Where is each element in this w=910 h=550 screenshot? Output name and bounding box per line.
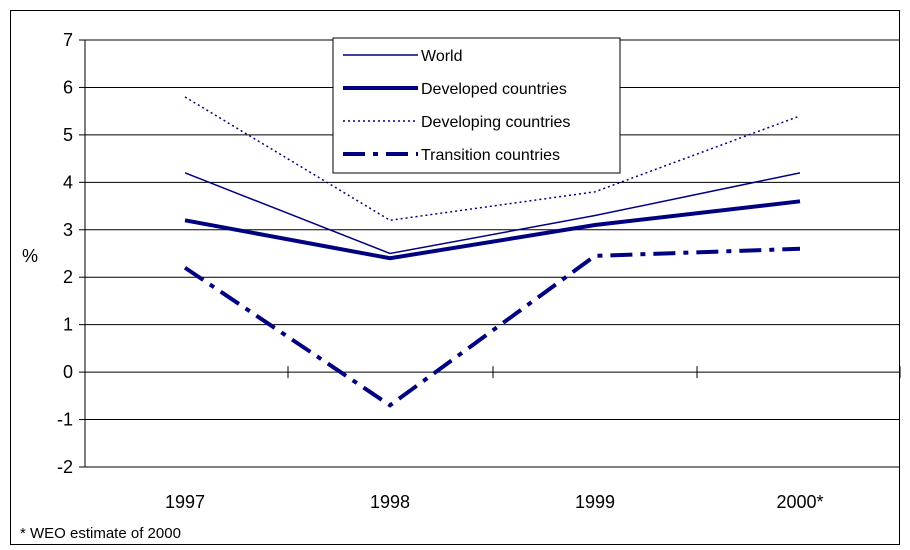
- legend-label: World: [421, 48, 463, 65]
- legend: World Developed countries Developing count…: [332, 37, 621, 174]
- x-tick-label: 1997: [165, 492, 205, 512]
- legend-label: Developed countries: [421, 81, 567, 98]
- x-tick-label: 1999: [575, 492, 615, 512]
- y-tick-label: -2: [57, 457, 73, 477]
- x-tick-label: 1998: [370, 492, 410, 512]
- y-tick-label: 5: [63, 125, 73, 145]
- series-line-developed-countries: [184, 199, 801, 261]
- legend-label: Developing countries: [421, 114, 570, 131]
- legend-label: Transition countries: [421, 147, 560, 164]
- footnote: * WEO estimate of 2000: [20, 525, 181, 542]
- y-tick-label: 3: [63, 220, 73, 240]
- y-tick-label: 1: [63, 315, 73, 335]
- axes: 7 6 5 4 3 2 1 0 -1 -2 1997 1998 1999 2000*: [57, 30, 901, 512]
- gridlines: [85, 39, 900, 468]
- series-line-developing-countries: [184, 96, 801, 222]
- y-axis-label: %: [22, 246, 38, 266]
- y-tick-label: 2: [63, 267, 73, 287]
- y-tick-label: 4: [63, 172, 73, 192]
- legend-box: [332, 37, 621, 174]
- series-lines: [183, 96, 801, 408]
- y-tick-label: 0: [63, 362, 73, 382]
- x-tick-label: 2000*: [776, 492, 823, 512]
- y-tick-label: 6: [63, 77, 73, 97]
- y-tick-label: 7: [63, 30, 73, 50]
- series-line-world: [184, 172, 801, 255]
- series-line-transition-countries: [183, 246, 801, 408]
- y-tick-label: -1: [57, 410, 73, 430]
